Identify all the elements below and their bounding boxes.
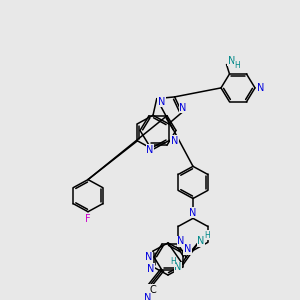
Text: H: H [170,257,176,266]
Text: N: N [228,56,235,66]
Text: N: N [197,236,205,246]
Text: N: N [174,262,182,272]
Text: N: N [179,103,187,113]
Text: N: N [257,83,265,93]
Text: N: N [171,136,178,146]
Text: N: N [189,208,197,218]
Text: F: F [85,214,91,224]
Text: H: H [204,231,210,240]
Text: N: N [158,97,165,106]
Text: N: N [146,145,154,155]
Text: N: N [177,236,185,246]
Text: N: N [145,252,153,262]
Text: C: C [150,285,156,295]
Text: N: N [184,244,191,254]
Text: N: N [144,292,152,300]
Text: H: H [235,61,240,70]
Text: N: N [147,264,154,274]
